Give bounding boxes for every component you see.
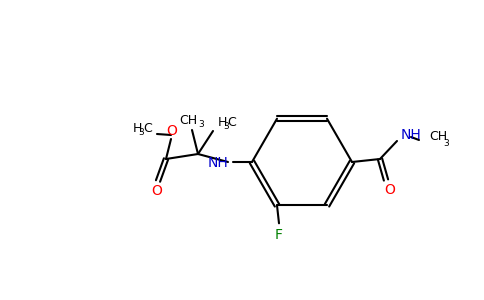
Text: H: H xyxy=(218,116,227,128)
Text: O: O xyxy=(166,124,178,138)
Text: NH: NH xyxy=(207,156,228,170)
Text: C: C xyxy=(227,116,236,128)
Text: 3: 3 xyxy=(138,128,144,137)
Text: CH: CH xyxy=(429,130,447,143)
Text: C: C xyxy=(143,122,152,134)
Text: H: H xyxy=(133,122,142,134)
Text: CH: CH xyxy=(179,113,197,127)
Text: 3: 3 xyxy=(223,122,229,131)
Text: NH: NH xyxy=(401,128,422,142)
Text: 3: 3 xyxy=(443,139,449,148)
Text: O: O xyxy=(385,183,395,197)
Text: F: F xyxy=(275,228,283,242)
Text: 3: 3 xyxy=(198,120,204,129)
Text: O: O xyxy=(151,184,163,198)
